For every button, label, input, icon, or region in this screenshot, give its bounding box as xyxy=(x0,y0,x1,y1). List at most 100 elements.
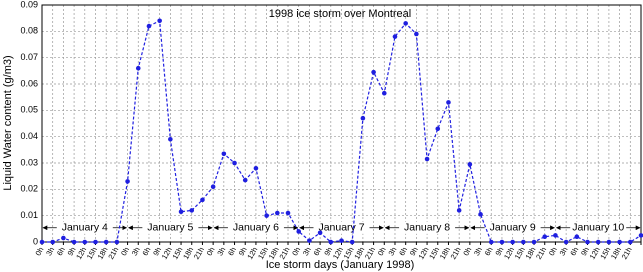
x-tick-label: 3h xyxy=(472,245,484,257)
day-label-bg xyxy=(56,221,113,234)
x-tick-label: 3h xyxy=(558,245,570,257)
data-point xyxy=(371,69,376,75)
x-tick-label: 0h xyxy=(205,245,217,257)
data-point xyxy=(125,179,130,184)
x-tick-label: 9h xyxy=(151,245,163,257)
data-point xyxy=(456,208,462,213)
day-label: January 7 xyxy=(318,222,364,234)
data-point xyxy=(71,239,77,245)
y-tick-label: 0.01 xyxy=(20,210,38,220)
x-tick-label: 0h xyxy=(119,245,131,257)
data-point xyxy=(381,90,387,96)
data-point xyxy=(264,213,269,218)
x-tick-label: 0h xyxy=(33,245,45,257)
data-point xyxy=(360,115,366,121)
x-tick-label: 6h xyxy=(55,245,67,257)
data-point xyxy=(307,238,312,243)
data-point xyxy=(478,212,483,217)
day-label-bg xyxy=(313,221,370,234)
data-point xyxy=(328,239,334,245)
x-axis-label: Ice storm days (January 1998) xyxy=(266,259,415,271)
y-axis-label: Liquid Water content (g/m3) xyxy=(2,55,14,190)
day-label: January 4 xyxy=(62,222,108,234)
data-point xyxy=(146,23,152,29)
y-tick-label: 0.05 xyxy=(20,105,38,115)
x-tick-label: 9h xyxy=(322,245,334,257)
x-tick-label: 9h xyxy=(408,245,420,257)
data-point xyxy=(221,151,227,157)
data-point xyxy=(168,137,173,142)
x-tick-label: 6h xyxy=(397,245,409,257)
y-tick-label: 0.09 xyxy=(20,0,38,9)
x-tick-label: 3h xyxy=(130,245,142,257)
data-point xyxy=(510,239,515,245)
data-point xyxy=(232,160,237,166)
data-point xyxy=(521,239,526,245)
day-label: January 9 xyxy=(490,222,536,234)
data-point xyxy=(499,239,505,245)
day-label: January 8 xyxy=(404,222,450,234)
x-tick-label: 6h xyxy=(140,245,152,257)
data-point xyxy=(242,177,248,183)
day-label: January 6 xyxy=(233,222,279,234)
data-point xyxy=(403,21,408,26)
data-point xyxy=(553,233,558,238)
day-label: January 5 xyxy=(147,222,193,234)
data-point xyxy=(50,239,55,245)
data-point xyxy=(339,238,344,243)
data-point xyxy=(563,239,569,245)
y-tick-label: 0.02 xyxy=(20,184,38,194)
x-tick-label: 6h xyxy=(483,245,495,257)
data-point xyxy=(467,162,473,167)
data-point xyxy=(585,239,590,245)
data-point xyxy=(392,34,398,39)
data-point xyxy=(114,239,120,245)
data-point xyxy=(617,239,622,245)
data-point xyxy=(638,233,643,238)
x-tick-label: 9h xyxy=(237,245,249,257)
x-tick-label: 6h xyxy=(226,245,238,257)
data-point xyxy=(317,230,323,236)
data-point xyxy=(189,208,195,213)
day-label-bg xyxy=(142,221,199,234)
y-tick-label: 0.08 xyxy=(20,26,38,36)
y-tick-label: 0.04 xyxy=(20,131,38,141)
x-tick-label: 21h xyxy=(620,245,634,260)
x-tick-label: 6h xyxy=(312,245,324,257)
day-label-bg xyxy=(399,221,456,234)
x-tick-label: 0h xyxy=(376,245,388,257)
y-tick-label: 0.07 xyxy=(20,52,38,62)
data-point xyxy=(414,31,419,37)
data-point xyxy=(446,100,451,105)
data-point xyxy=(349,239,355,245)
x-tick-label: 3h xyxy=(215,245,227,257)
data-point xyxy=(296,229,302,234)
data-point xyxy=(135,65,141,71)
x-tick-label: 9h xyxy=(493,245,505,257)
day-label-bg xyxy=(570,221,627,234)
data-point xyxy=(542,234,548,240)
x-tick-label: 9h xyxy=(66,245,78,257)
data-point xyxy=(285,210,291,216)
x-tick-label: 0h xyxy=(290,245,302,257)
data-point xyxy=(435,126,441,132)
x-tick-label: 3h xyxy=(301,245,313,257)
data-point xyxy=(103,239,109,245)
x-tick-label: 3h xyxy=(386,245,398,257)
data-point xyxy=(574,234,580,240)
day-label-bg xyxy=(484,221,541,234)
x-tick-label: 9h xyxy=(579,245,591,257)
x-tick-label: 0h xyxy=(461,245,473,257)
data-point xyxy=(628,239,633,245)
x-tick-label: 3h xyxy=(44,245,56,257)
y-tick-label: 0.06 xyxy=(20,78,38,88)
data-point xyxy=(424,156,430,162)
data-point xyxy=(61,235,66,241)
data-point xyxy=(210,184,216,189)
x-tick-label: 0h xyxy=(547,245,559,257)
data-point xyxy=(253,165,259,171)
data-point xyxy=(606,239,612,245)
y-tick-label: 0.03 xyxy=(20,157,38,167)
data-point xyxy=(488,239,494,245)
